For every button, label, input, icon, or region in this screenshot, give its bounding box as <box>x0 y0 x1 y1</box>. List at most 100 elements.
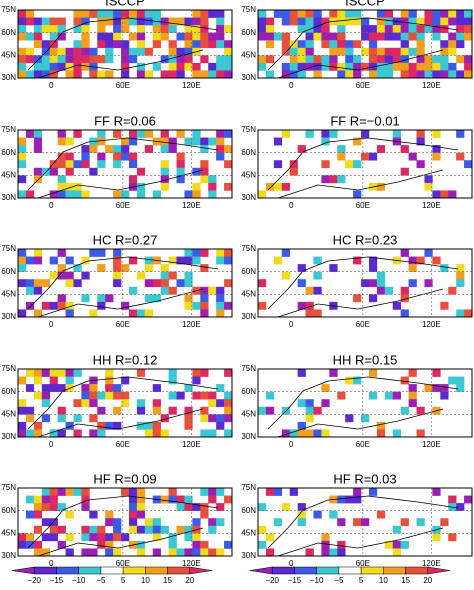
map-cell <box>200 160 209 169</box>
lon-label: 0 <box>49 81 54 90</box>
map-cell <box>416 256 425 265</box>
map-cell <box>160 271 169 280</box>
map-cell <box>57 384 66 392</box>
panel-title: HF R=0.03 <box>333 471 396 486</box>
map-cell <box>18 160 27 169</box>
map-cell <box>368 279 378 288</box>
map-cell <box>41 533 51 542</box>
map-cell <box>432 130 441 138</box>
map-cell <box>376 55 386 64</box>
map-cell <box>57 406 66 415</box>
map-cell <box>216 249 225 257</box>
map-cell <box>208 286 217 295</box>
map-cell <box>113 40 122 49</box>
map-cell <box>192 70 201 79</box>
map-cell <box>321 175 330 184</box>
map-cell <box>49 488 58 496</box>
map-cell <box>289 62 298 71</box>
map-cell <box>128 160 138 169</box>
map-cell <box>57 264 66 272</box>
lon-label: 0 <box>289 201 294 210</box>
map-cell <box>89 525 98 534</box>
map-cell <box>49 429 58 438</box>
map-cell <box>168 391 177 400</box>
panel-title: ISCCP <box>105 0 145 8</box>
map-cell <box>321 533 330 542</box>
map-cell <box>33 525 43 534</box>
colorbar-label: −5 <box>96 576 106 585</box>
map-cell <box>353 70 362 79</box>
map-cell <box>376 510 386 519</box>
map-cell <box>57 429 66 438</box>
map-cell <box>160 145 169 153</box>
map-cell <box>400 376 409 385</box>
map-cell <box>200 429 209 438</box>
lon-label: 60E <box>356 559 370 568</box>
map-cell <box>376 32 386 41</box>
map-cell <box>224 391 233 400</box>
map-cell <box>121 145 130 153</box>
map-cell <box>25 533 35 542</box>
map-cell <box>97 421 106 430</box>
colorbar-label: 15 <box>401 576 410 585</box>
map-cell <box>144 70 154 79</box>
colorbar-label: 10 <box>379 576 388 585</box>
map-cell <box>81 399 90 408</box>
map-cell <box>368 391 378 400</box>
map-cell <box>33 40 43 49</box>
map-cell <box>136 503 146 511</box>
map-cell <box>65 271 74 280</box>
map-cell <box>400 32 409 41</box>
map-cell <box>200 309 209 318</box>
map-cell <box>33 17 43 26</box>
map-cell <box>49 160 58 169</box>
map-cell <box>97 301 106 310</box>
map-cell <box>168 406 177 415</box>
lat-label: 60N <box>1 28 16 37</box>
map-cell <box>160 70 169 79</box>
map-cell <box>329 130 338 138</box>
map-cell <box>424 17 433 26</box>
map-cell <box>97 32 106 41</box>
map-cell <box>208 414 217 423</box>
map-cell <box>97 540 106 549</box>
map-cell <box>345 376 354 385</box>
map-cell <box>329 32 338 41</box>
map-cell <box>384 10 394 18</box>
map-cell <box>57 17 66 26</box>
map-cell <box>400 25 409 33</box>
lat-label: 60N <box>1 387 16 396</box>
map-cell <box>160 175 169 184</box>
map-cell <box>49 32 58 41</box>
map-cell <box>136 510 146 519</box>
map-cell <box>353 55 362 64</box>
map-cell <box>305 414 314 423</box>
map-cell <box>33 391 43 400</box>
map-cell <box>128 137 138 146</box>
map-cell <box>25 429 35 438</box>
map-cell <box>265 391 275 400</box>
colorbar-label: 15 <box>163 576 172 585</box>
map-cell <box>136 17 146 26</box>
map-cell <box>313 55 322 64</box>
lat-label: 60N <box>1 267 16 276</box>
map-cell <box>25 279 35 288</box>
map-cell <box>456 130 465 138</box>
lat-label: 30N <box>241 312 256 321</box>
map-cell <box>81 40 90 49</box>
map-cell <box>152 40 161 49</box>
map-cell <box>216 384 225 392</box>
map-cell <box>321 32 330 41</box>
map-cell <box>176 525 185 534</box>
panel-frame <box>257 368 473 438</box>
map-cell <box>384 286 394 295</box>
map-cell <box>289 47 298 56</box>
map-cell <box>216 10 225 18</box>
map-cell <box>49 376 58 385</box>
map-cell <box>456 17 465 26</box>
colorbar-label: −15 <box>50 576 64 585</box>
colorbar-arrow <box>249 566 273 575</box>
map-cell <box>440 40 449 49</box>
map-cell <box>97 406 106 415</box>
map-cell <box>200 167 209 176</box>
